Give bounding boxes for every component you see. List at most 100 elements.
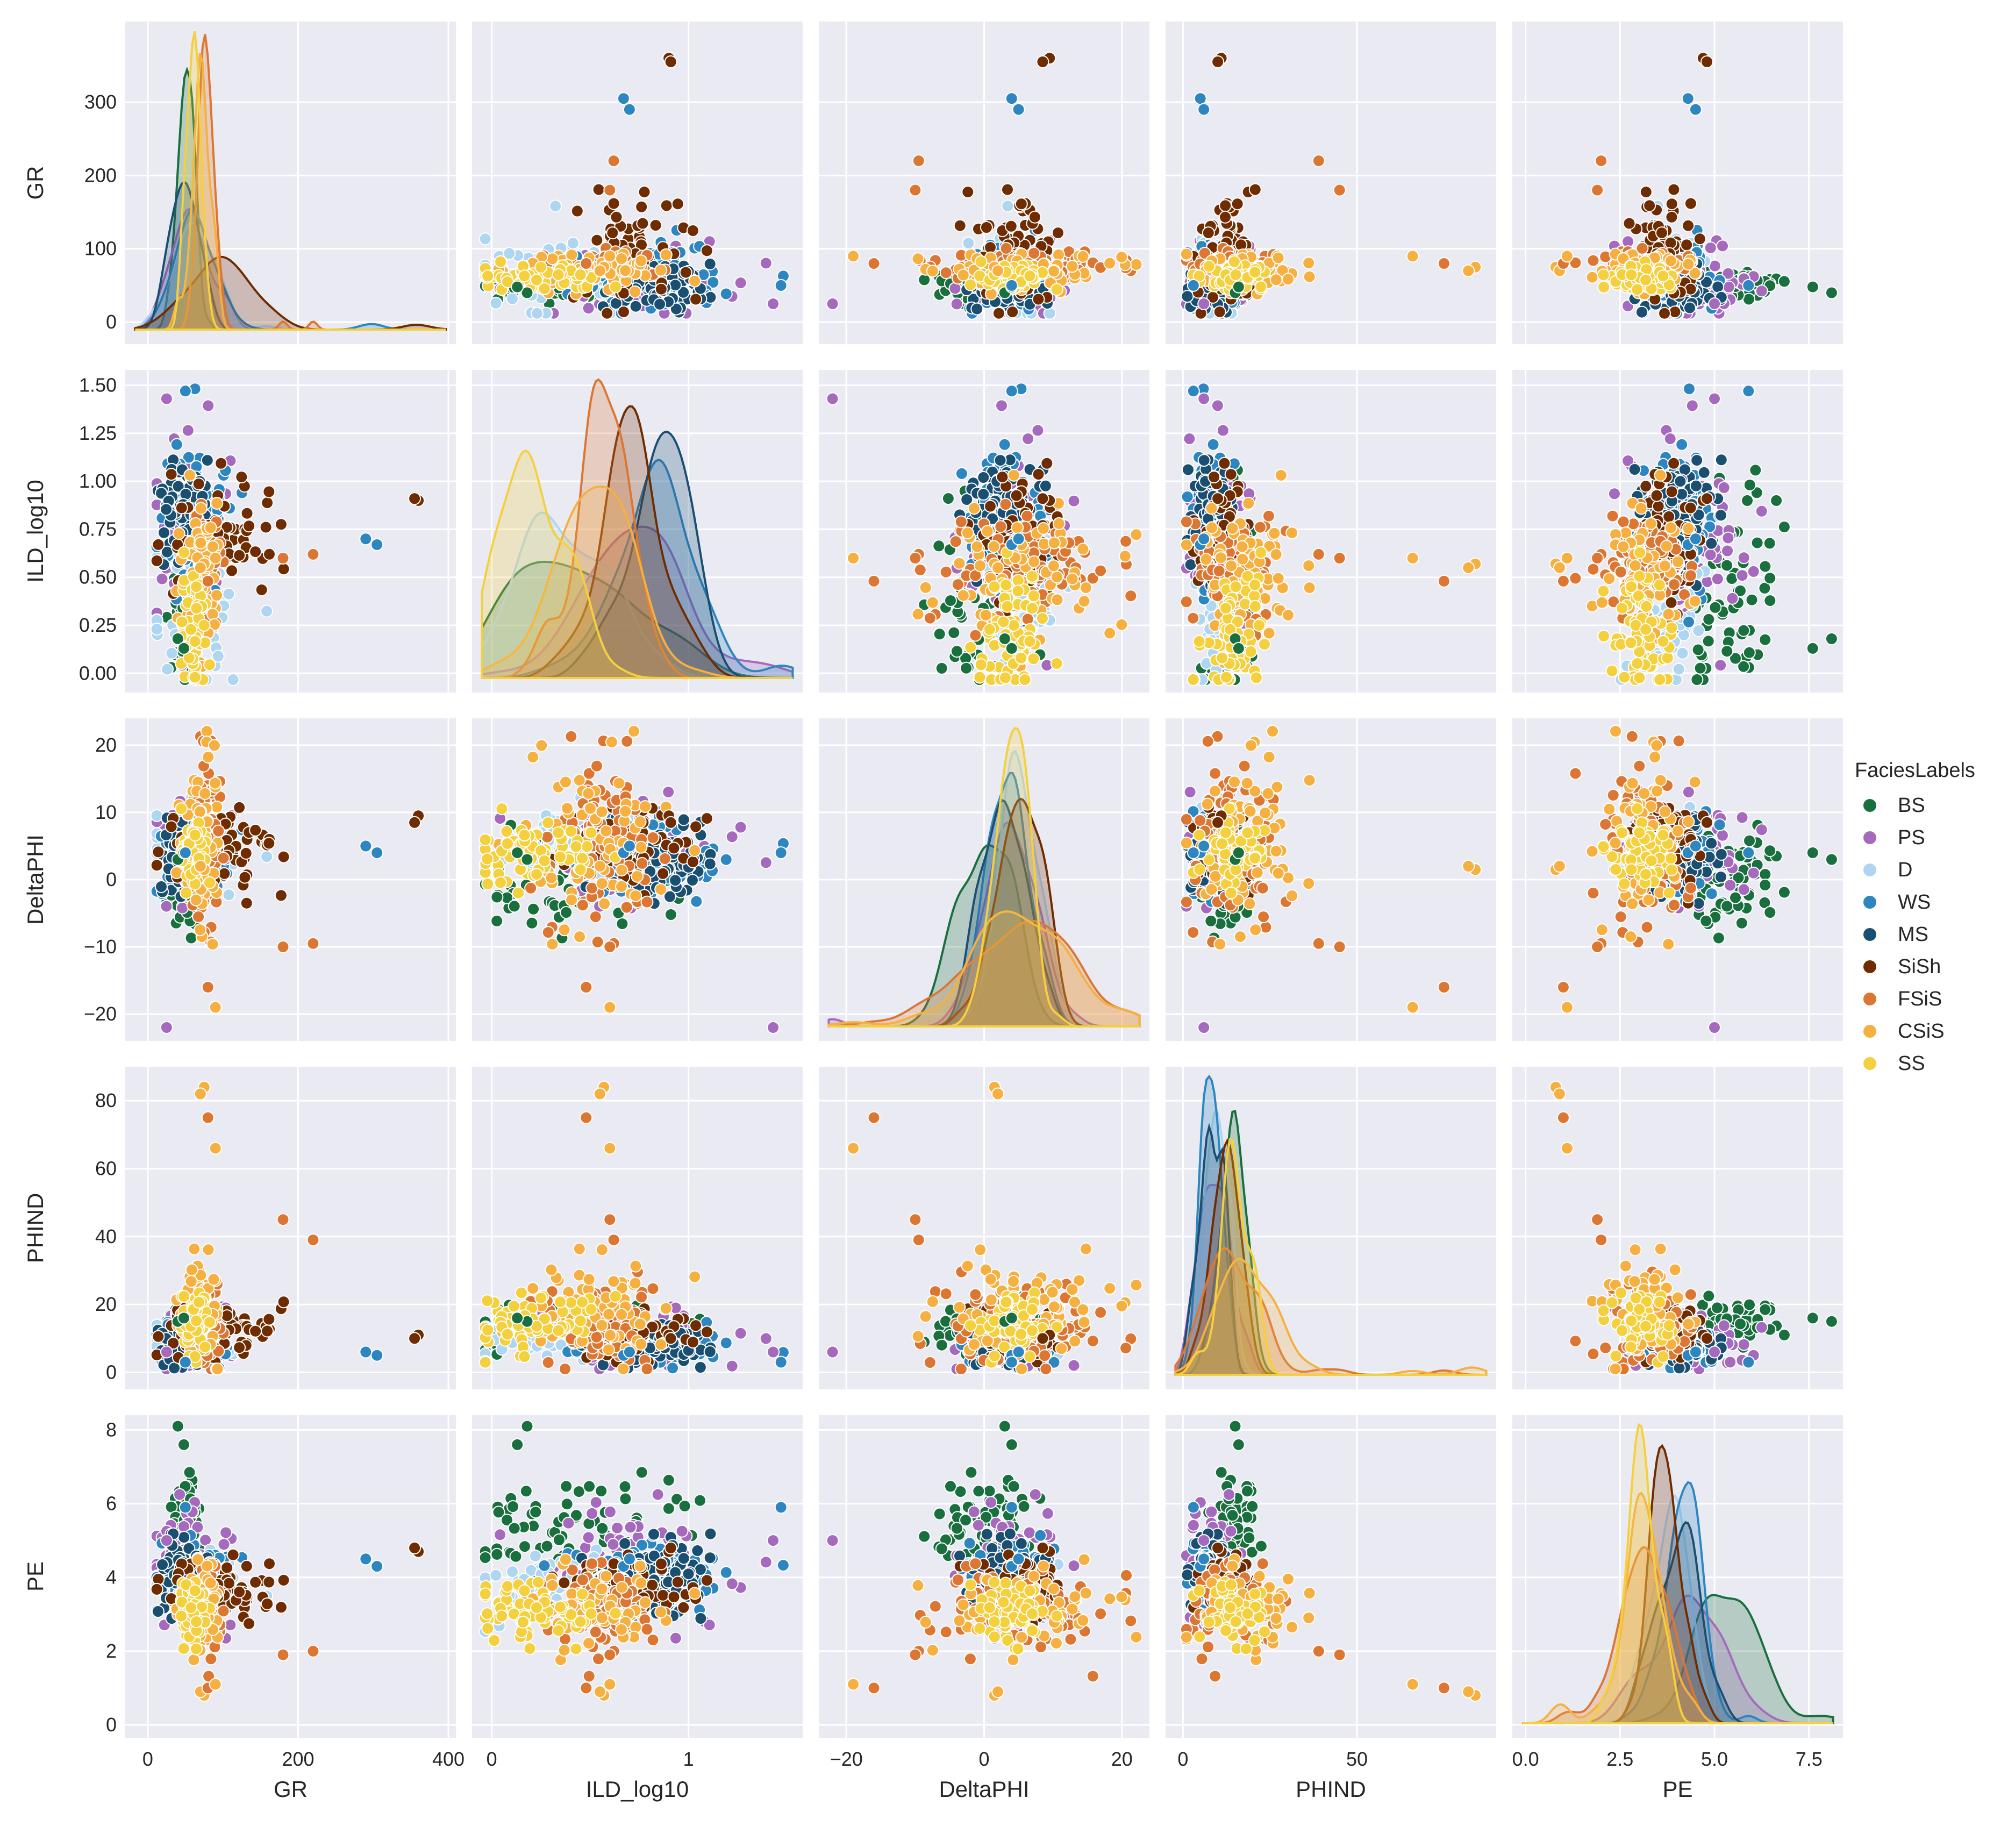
point-CSiS [1199, 553, 1213, 566]
point-WS [370, 538, 384, 551]
point-SS [494, 255, 507, 268]
panel-GR-vs-PHIND [1166, 22, 1496, 344]
point-CSiS [911, 608, 925, 621]
point-SiSh [607, 197, 620, 210]
point-CSiS [1077, 595, 1091, 608]
point-D [150, 623, 163, 636]
point-PS [1197, 297, 1211, 310]
point-SiSh [660, 199, 673, 212]
point-CSiS [1115, 251, 1128, 264]
point-PS [160, 392, 173, 405]
point-CSiS [1226, 522, 1239, 535]
point-BS [1720, 559, 1734, 572]
point-WS [719, 287, 733, 301]
point-CSiS [1047, 536, 1061, 550]
point-WS [1742, 279, 1755, 292]
y-tick-label: 0 [106, 311, 117, 333]
point-WS [178, 384, 192, 398]
point-SS [177, 546, 191, 559]
point-SiSh [240, 506, 254, 520]
point-PS [950, 297, 963, 311]
point-WS [1683, 382, 1696, 396]
point-D [161, 662, 174, 676]
point-SS [983, 623, 996, 636]
point-FSiS [939, 565, 953, 579]
point-PS [1685, 399, 1699, 412]
point-SiSh [638, 185, 651, 199]
y-tick-label: 1.25 [79, 422, 117, 444]
point-MS [201, 454, 214, 467]
point-MS [1182, 463, 1195, 476]
point-SiSh [277, 562, 290, 576]
panel-ILD_log10-vs-DeltaPHI [819, 370, 1149, 693]
point-SiSh [1664, 236, 1677, 249]
point-PS [1216, 424, 1230, 437]
kde-SS [135, 31, 446, 331]
point-MS [1683, 301, 1696, 315]
point-WS [1197, 103, 1211, 116]
point-PS [202, 399, 215, 412]
point-WS [1005, 92, 1018, 105]
point-CSiS [659, 248, 673, 261]
point-BS [1759, 560, 1772, 573]
point-WS [1187, 384, 1200, 398]
point-SiSh [592, 183, 605, 196]
point-SS [1229, 580, 1242, 594]
point-CSiS [1242, 497, 1255, 510]
y-tick-label: 0.25 [79, 614, 117, 636]
scatter-points [478, 52, 790, 320]
point-PS [1735, 569, 1749, 582]
point-MS [1197, 454, 1211, 467]
point-SiSh [1202, 226, 1215, 240]
point-SiSh [1655, 226, 1668, 240]
point-MS [1689, 479, 1703, 493]
point-CSiS [1406, 552, 1419, 565]
point-SS [1014, 651, 1028, 665]
point-CSiS [1282, 609, 1295, 622]
point-CSiS [926, 596, 939, 609]
point-CSiS [1225, 559, 1238, 573]
point-SS [1050, 657, 1063, 670]
point-SS [1026, 569, 1039, 583]
point-CSiS [1047, 559, 1060, 573]
point-SS [1227, 255, 1241, 268]
point-PS [582, 302, 595, 315]
pairplot-panels: 0100200300GR0.000.250.500.751.001.251.50… [23, 22, 1843, 1802]
point-CSiS [1406, 249, 1419, 263]
point-CSiS [1664, 254, 1677, 268]
point-SiSh [570, 204, 584, 218]
point-PS [1663, 432, 1677, 446]
point-SiSh [152, 538, 165, 551]
point-SS [1018, 673, 1032, 686]
point-PS [181, 424, 195, 437]
point-CSiS [619, 264, 632, 277]
point-SiSh [215, 456, 228, 470]
point-FSiS [912, 154, 925, 168]
point-SiSh [654, 282, 668, 296]
point-SiSh [1684, 197, 1697, 210]
point-WS [998, 438, 1011, 451]
point-SiSh [636, 217, 649, 230]
point-SiSh [274, 518, 288, 531]
point-MS [703, 257, 717, 270]
point-CSiS [1462, 561, 1475, 574]
point-CSiS [1115, 618, 1128, 631]
point-FSiS [1587, 254, 1600, 267]
point-PS [759, 256, 773, 270]
y-tick-label: 1.00 [79, 470, 117, 492]
point-CSiS [991, 264, 1005, 277]
point-CSiS [593, 264, 606, 277]
point-PS [1183, 432, 1196, 446]
point-BS [1720, 645, 1734, 658]
point-D [226, 673, 240, 686]
point-CSiS [210, 497, 224, 510]
point-D [503, 247, 516, 260]
point-CSiS [1079, 581, 1092, 595]
point-BS [1777, 520, 1791, 533]
point-SiSh [1014, 197, 1028, 211]
point-SS [973, 670, 987, 684]
point-CSiS [1011, 521, 1024, 534]
y-axis-label: ILD_log10 [23, 480, 48, 582]
point-WS [359, 532, 373, 546]
y-tick-label: 0.00 [79, 662, 117, 684]
